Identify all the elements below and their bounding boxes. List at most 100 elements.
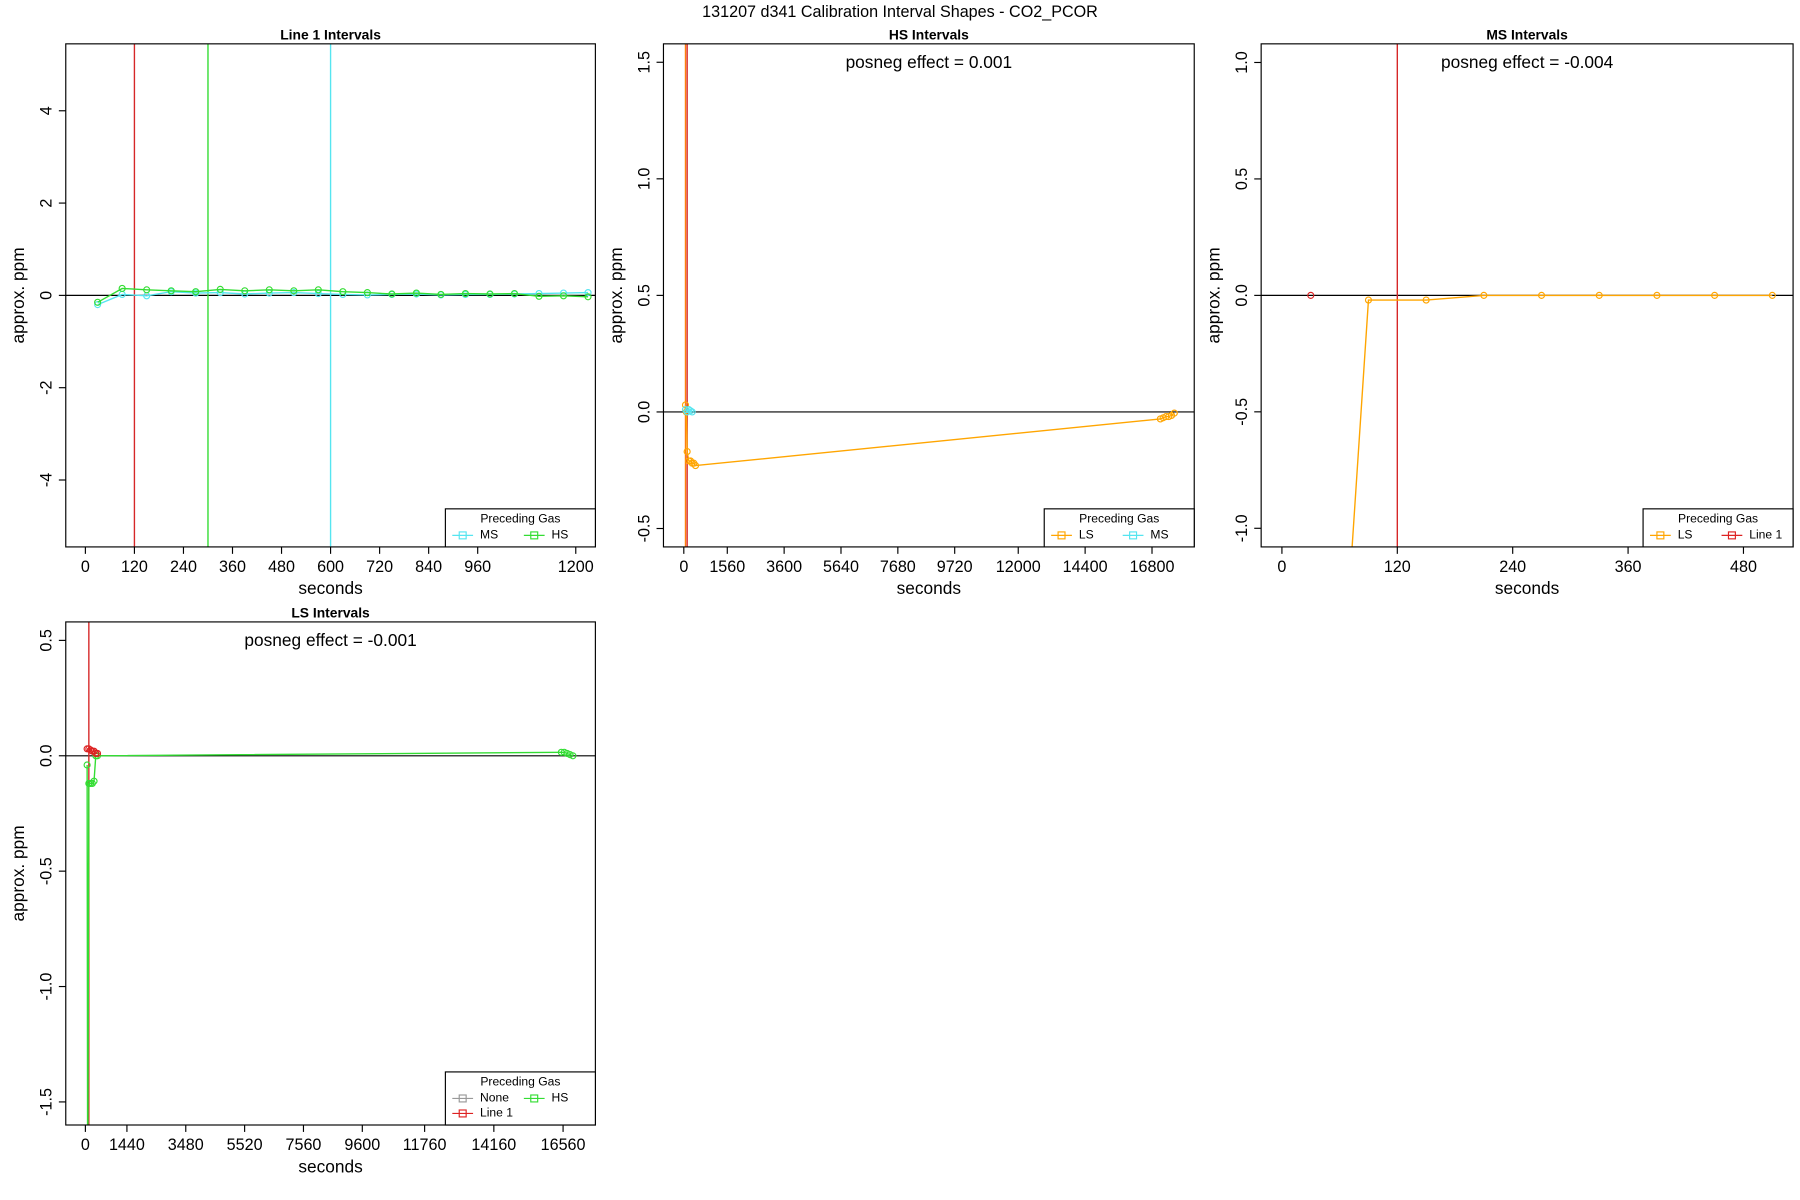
legend-title: Preceding Gas [480, 1075, 560, 1089]
y-tick-label: 0.0 [38, 745, 56, 767]
x-tick-label: 840 [415, 558, 442, 576]
x-axis-label: seconds [1495, 578, 1560, 598]
x-tick-label: 120 [1384, 558, 1411, 576]
y-tick-label: -0.5 [38, 857, 56, 885]
x-tick-label: 120 [121, 558, 148, 576]
data-point [314, 286, 322, 294]
data-point [94, 298, 102, 306]
y-tick-label: 0.0 [1233, 284, 1251, 306]
data-point [1537, 291, 1546, 299]
x-tick-label: 240 [170, 558, 197, 576]
plot-area [65, 43, 596, 547]
legend-marker [458, 1109, 467, 1118]
legend-label: LS [1678, 528, 1693, 542]
data-point [118, 284, 126, 293]
x-tick-label: 240 [1499, 558, 1526, 576]
data-point [686, 407, 695, 415]
data-point [1308, 1168, 1314, 1174]
legend-label: LS [1079, 528, 1094, 542]
x-tick-label: 1200 [558, 558, 594, 576]
panel-title: MS Intervals [1486, 26, 1568, 42]
legend-label: MS [480, 528, 498, 542]
legend-title: Preceding Gas [1079, 511, 1159, 525]
data-point [216, 285, 224, 293]
x-tick-label: 480 [1730, 558, 1757, 576]
y-tick-label: 0.5 [38, 629, 56, 651]
annotation: posneg effect = -0.001 [244, 630, 416, 650]
x-tick-label: 9720 [937, 558, 973, 576]
y-tick-label: -1.5 [38, 1088, 56, 1116]
y-tick-label: -1.0 [38, 973, 56, 1001]
y-tick-label: 1.0 [1233, 51, 1251, 73]
x-tick-label: 3480 [168, 1136, 204, 1154]
y-tick-label: 0.0 [635, 401, 653, 423]
legend-label: Line 1 [480, 1106, 513, 1120]
x-tick-label: 7680 [880, 558, 916, 576]
data-point [241, 287, 249, 295]
data-point [535, 292, 543, 300]
legend-label: None [480, 1091, 509, 1105]
plot-frame [662, 43, 1195, 548]
x-tick-label: 720 [366, 558, 393, 576]
legend-box [1642, 508, 1794, 548]
x-tick-label: 480 [268, 558, 295, 576]
data-point [90, 777, 98, 785]
legend-title: Preceding Gas [1678, 511, 1758, 525]
panel-title: HS Intervals [889, 26, 969, 42]
y-axis-label: approx. ppm [8, 247, 28, 343]
data-point [1480, 291, 1488, 299]
data-point [1768, 291, 1776, 299]
y-tick-label: -4 [38, 473, 56, 487]
y-axis-label: approx. ppm [1204, 247, 1224, 343]
x-tick-label: 14400 [1063, 558, 1108, 576]
plot-frame [65, 621, 596, 1126]
x-tick-label: 960 [464, 558, 491, 576]
y-tick-label: -1.0 [1233, 514, 1251, 542]
data-point [584, 289, 592, 297]
data-point [1595, 291, 1603, 299]
x-tick-label: 12000 [996, 558, 1041, 576]
y-tick-label: -2 [38, 380, 56, 394]
panel: HS Intervals 0 1560 3600 5640 7680 9720 12000 14… [606, 26, 1195, 598]
legend-box [1043, 508, 1195, 548]
data-point [691, 461, 700, 470]
x-tick-label: 0 [81, 1136, 90, 1154]
y-axis-label: approx. ppm [8, 825, 28, 921]
data-point [688, 408, 696, 416]
series-line [684, 404, 1175, 467]
x-tick-label: 16800 [1130, 558, 1175, 576]
annotation: posneg effect = 0.001 [846, 52, 1013, 72]
data-point [569, 752, 577, 760]
x-tick-label: 16560 [541, 1136, 586, 1154]
legend-marker [458, 1094, 467, 1103]
data-point [83, 761, 91, 769]
y-tick-label: 0.5 [635, 284, 653, 306]
x-tick-label: 0 [679, 558, 688, 576]
data-point [683, 447, 691, 456]
x-axis-label: seconds [897, 578, 962, 598]
legend-marker [458, 531, 467, 540]
data-point [388, 290, 396, 298]
panel: LS Intervals 0 1440 3480 5520 7560 9600 11760 14… [8, 605, 596, 1176]
plot-area [663, 43, 1195, 547]
data-point [1422, 296, 1430, 304]
legend-marker [1057, 531, 1066, 540]
data-point [93, 749, 102, 758]
x-tick-label: 3600 [766, 558, 802, 576]
panel: MS Intervals 0 120 240 360 480 -1.0 -0.5 0.0 0.5 1… [1204, 26, 1794, 1174]
panel-title: Line 1 Intervals [280, 26, 381, 42]
series-line [1351, 294, 1773, 547]
data-point [1170, 409, 1178, 417]
x-tick-label: 1560 [709, 558, 745, 576]
legend-label: MS [1150, 528, 1168, 542]
legend-label: Line 1 [1749, 528, 1782, 542]
data-point [461, 289, 470, 298]
legend-marker [530, 531, 539, 540]
data-point [167, 287, 175, 295]
y-tick-label: 1.0 [635, 168, 653, 190]
y-tick-label: 4 [38, 106, 56, 115]
x-tick-label: 360 [1615, 558, 1642, 576]
data-point [339, 288, 347, 296]
data-point [559, 292, 568, 300]
